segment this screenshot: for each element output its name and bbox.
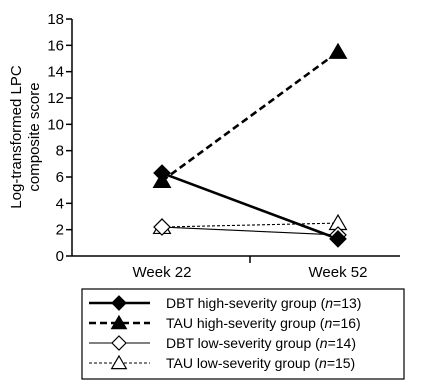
y-axis-ticks: 0 2 4 6 8 10 12 14 16 18 <box>47 11 72 265</box>
legend-marker <box>111 295 127 311</box>
series-lines <box>161 50 339 241</box>
y-tick-label: 4 <box>56 195 64 212</box>
data-point <box>153 218 171 236</box>
data-point <box>329 230 347 248</box>
y-tick-label: 2 <box>56 222 64 239</box>
series-line <box>161 171 339 241</box>
legend-marker <box>111 335 127 351</box>
legend: DBT high-severity group (n=13) TAU high-s… <box>81 288 405 380</box>
series-line <box>161 222 339 228</box>
y-axis-label: Log-transformed LPC composite score <box>8 65 43 209</box>
series-line <box>161 50 339 182</box>
x-tick-label: Week 22 <box>133 264 192 281</box>
data-point <box>328 42 348 59</box>
data-point <box>152 171 172 188</box>
y-tick-label: 0 <box>56 248 64 265</box>
legend-marker <box>110 354 128 370</box>
legend-marker <box>110 314 128 330</box>
legend-label: TAU low-severity group (n=15) <box>166 355 355 371</box>
y-tick-label: 16 <box>47 37 64 54</box>
y-tick-label: 6 <box>56 169 64 186</box>
y-axis-label-line-2: composite score <box>26 82 43 191</box>
x-tick-label: Week 52 <box>309 264 368 281</box>
legend-label: DBT high-severity group (n=13) <box>166 295 361 311</box>
y-tick-label: 12 <box>47 90 64 107</box>
x-axis-ticks: Week 22 Week 52 <box>133 256 368 281</box>
series-line <box>161 226 339 236</box>
legend-label: DBT low-severity group (n=14) <box>166 335 356 351</box>
legend-label: TAU high-severity group (n=16) <box>166 315 361 331</box>
series-markers <box>152 42 348 248</box>
y-tick-label: 14 <box>47 64 64 81</box>
y-tick-label: 8 <box>56 143 64 160</box>
y-tick-label: 18 <box>47 11 64 28</box>
y-tick-label: 10 <box>47 116 64 133</box>
y-axis-label-line-1: Log-transformed LPC <box>8 65 25 209</box>
axes <box>71 19 400 257</box>
